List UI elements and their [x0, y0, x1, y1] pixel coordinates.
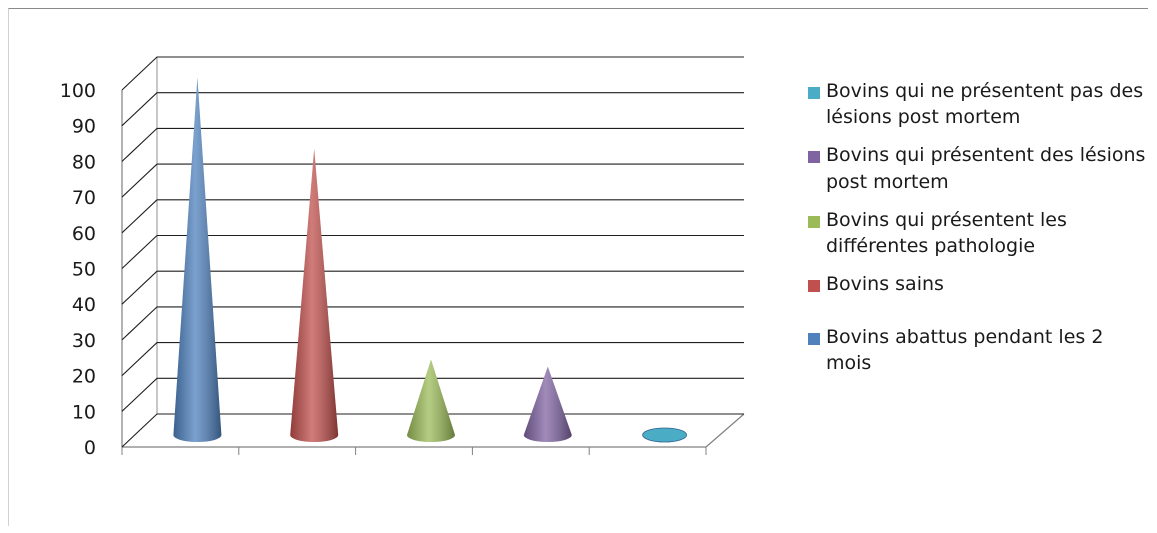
legend-item: Bovins sains — [808, 271, 1148, 297]
gridline — [121, 163, 744, 198]
y-tick-label: 70 — [72, 187, 96, 209]
legend-label: Bovins abattus pendant les 2 mois — [826, 325, 1104, 374]
y-tick-label: 60 — [72, 223, 96, 245]
legend-item: Bovins abattus pendant les 2 mois — [808, 324, 1148, 376]
legend-item: Bovins qui ne présentent pas des lésions… — [808, 78, 1148, 130]
legend-item: Bovins qui présentent les différentes pa… — [808, 207, 1148, 259]
legend-swatch — [808, 280, 820, 293]
gridline — [121, 342, 744, 377]
cones — [173, 77, 687, 443]
legend-item: Bovins qui présentent des lésions post m… — [808, 142, 1148, 194]
cone — [642, 427, 687, 443]
y-axis-ticks: 0 10 20 30 40 50 60 70 80 90 100 — [60, 80, 96, 459]
y-tick-label: 0 — [84, 437, 96, 459]
chart-frame — [8, 8, 1148, 526]
legend-label: Bovins qui présentent les différentes pa… — [826, 208, 1067, 258]
gridline — [121, 56, 744, 91]
y-tick-label: 20 — [72, 366, 96, 388]
legend-label: Bovins qui présentent des lésions post m… — [826, 144, 1146, 193]
gridline — [121, 306, 744, 341]
legend-swatch — [808, 215, 820, 228]
y-tick-label: 50 — [72, 259, 96, 281]
legend-label: Bovins sains — [826, 273, 944, 296]
legend-swatch — [808, 332, 820, 345]
y-tick-label: 90 — [72, 116, 96, 138]
y-tick-label: 10 — [72, 401, 96, 423]
gridline — [121, 92, 744, 127]
cone — [523, 366, 572, 443]
legend-swatch — [808, 87, 820, 99]
y-tick-label: 100 — [60, 80, 96, 102]
legend: Bovins qui ne présentent pas des lésions… — [808, 78, 1148, 376]
gridline — [121, 234, 744, 269]
legend-swatch — [808, 151, 820, 164]
gridlines — [121, 56, 744, 448]
cone — [173, 77, 222, 443]
legend-label: Bovins qui ne présentent pas des lésions… — [826, 80, 1144, 129]
y-tick-label: 30 — [72, 330, 96, 352]
y-tick-label: 80 — [72, 151, 96, 173]
cone — [290, 148, 339, 443]
cone — [407, 359, 455, 442]
y-tick-label: 40 — [72, 294, 96, 316]
gridline — [121, 270, 744, 305]
gridline — [121, 127, 744, 162]
gridline — [121, 199, 744, 234]
